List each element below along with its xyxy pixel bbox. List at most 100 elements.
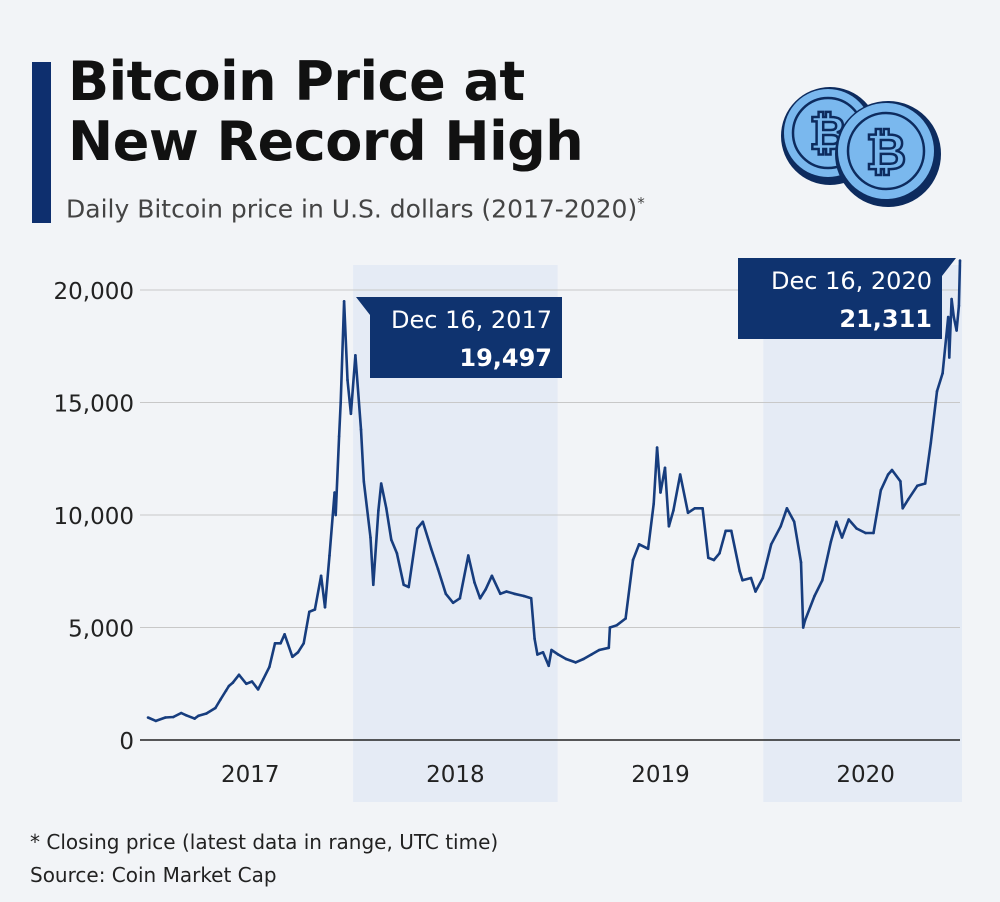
x-axis-ticks: 2017 2018 2019 2020 [221,762,895,788]
price-series [146,259,962,723]
data-point [197,714,200,717]
data-point [724,529,727,533]
data-point [302,642,306,645]
data-point [582,657,585,661]
data-point [313,608,317,611]
data-point [372,583,375,587]
annotations: Dec 16, 2017 19,497 Dec 16, 2020 21,311 [356,258,956,378]
data-point [402,583,406,587]
source-credit: Source: Coin Market Cap [30,863,277,887]
data-point [522,594,526,598]
data-point [339,401,343,404]
x-tick-label: 2017 [221,762,280,788]
data-point [308,610,311,614]
data-point [444,592,448,596]
data-point [533,637,536,641]
data-point [564,657,568,661]
data-point [693,507,697,510]
data-point [354,354,357,357]
data-point [205,712,208,715]
annotation-box [370,297,562,378]
data-point [349,412,353,416]
data-point [273,642,277,645]
data-point [929,441,933,445]
data-point [667,525,671,528]
annotation-value: 19,497 [459,344,552,372]
data-point [907,498,910,501]
data-point [663,466,667,470]
data-point [864,531,867,535]
data-point [342,300,346,303]
data-point [652,502,655,506]
data-point [179,711,183,715]
data-point [946,315,950,319]
annotation-date: Dec 16, 2017 [391,306,552,334]
subtitle-text: Daily Bitcoin price in U.S. dollars (201… [66,194,638,224]
price-line-chart: 0 5,000 10,000 15,000 20,000 2017 2018 2019 202… [54,258,962,802]
data-point [718,552,721,555]
data-point [958,259,962,262]
data-point [886,473,890,476]
data-point [574,661,577,664]
data-point [872,531,875,535]
data-point [499,592,502,596]
data-point [615,624,618,627]
year-band-1 [763,265,962,802]
data-point [458,597,462,600]
data-point [785,507,789,510]
data-point [597,648,601,652]
data-point [261,678,265,681]
y-tick-label: 5,000 [68,617,134,643]
data-point [407,585,411,589]
data-point [490,574,494,578]
data-point [631,558,635,562]
bitcoin-coins-illustration: ₿ ₿ [781,87,941,207]
data-point [672,509,675,512]
annotation-pointer [942,258,956,276]
data-point [390,538,393,542]
data-point [172,715,175,719]
data-point [761,576,765,580]
y-tick-label: 15,000 [54,392,134,418]
data-point [952,315,956,319]
data-point [536,653,539,656]
x-tick-label: 2020 [836,762,895,788]
data-point [754,590,757,593]
data-point [779,525,782,528]
data-point [237,673,241,677]
x-tick-label: 2018 [426,762,485,788]
data-point [637,543,641,546]
data-point [250,680,254,683]
data-point [415,527,419,530]
data-point [855,527,858,530]
footnote: * Closing price (latest data in range, U… [30,830,499,854]
data-point [801,626,805,629]
data-point [164,716,167,719]
data-point [607,646,611,650]
data-point [813,594,816,598]
data-point [478,597,482,600]
title-accent-bar [32,62,51,223]
data-point [154,719,158,723]
data-point [333,491,336,494]
data-point [730,529,733,533]
y-tick-label: 10,000 [54,504,134,530]
title-line-2: New Record High [68,110,584,173]
data-point [334,513,338,517]
data-point [923,482,927,485]
data-point [847,518,850,521]
data-point [955,329,958,332]
data-point [328,554,331,557]
data-point [916,484,919,488]
data-point [835,520,838,524]
data-point [184,714,188,717]
data-point [279,642,282,645]
data-point [712,558,716,562]
data-point [701,507,704,510]
data-point [935,390,939,393]
data-point [686,511,690,515]
data-point [769,543,773,546]
data-point [738,570,741,573]
data-point [385,507,388,510]
data-point [146,716,150,719]
